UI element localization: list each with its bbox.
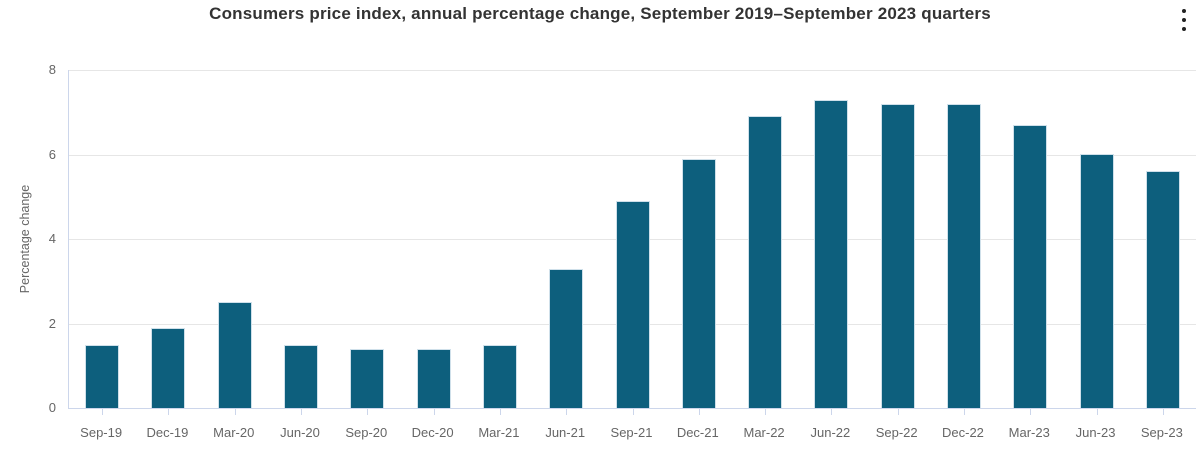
bar-sep-20[interactable] xyxy=(350,349,385,408)
x-tick-mark xyxy=(897,408,899,415)
y-axis-tick-label: 4 xyxy=(48,231,56,246)
chart-title: Consumers price index, annual percentage… xyxy=(209,4,991,23)
bar-mar-20[interactable] xyxy=(217,302,252,408)
bar-dec-19[interactable] xyxy=(151,328,186,408)
x-axis-label: Jun-20 xyxy=(280,425,320,440)
x-axis-label: Mar-21 xyxy=(478,425,520,440)
y-axis-tick-label: 6 xyxy=(48,146,56,162)
x-axis-label: Mar-23 xyxy=(1008,425,1050,440)
x-axis-label: Mar-20 xyxy=(213,425,255,440)
x-tick-mark xyxy=(1096,408,1098,415)
x-tick-mark xyxy=(367,408,369,415)
x-axis-label: Jun-21 xyxy=(545,425,586,440)
bar-dec-22[interactable] xyxy=(946,104,981,408)
x-axis-label: Dec-20 xyxy=(411,425,454,440)
x-tick-mark xyxy=(234,408,236,415)
x-axis-label: Sep-22 xyxy=(875,425,918,440)
plot-area xyxy=(68,70,1196,415)
bar-dec-21[interactable] xyxy=(681,159,716,408)
x-tick-mark xyxy=(1030,408,1032,415)
x-axis-label: Sep-21 xyxy=(610,425,653,440)
bar-jun-23[interactable] xyxy=(1079,154,1114,408)
bar-sep-19[interactable] xyxy=(85,345,120,408)
x-axis-label: Jun-23 xyxy=(1075,425,1116,440)
x-axis-label: Sep-19 xyxy=(80,425,123,440)
x-tick-mark xyxy=(499,408,501,415)
x-tick-mark xyxy=(433,408,435,415)
x-axis-label: Mar-22 xyxy=(743,425,785,440)
x-axis-label: Dec-21 xyxy=(676,425,719,440)
y-axis-tick-label: 0 xyxy=(48,400,56,415)
gridline-6 xyxy=(69,154,1196,156)
kebab-menu-icon[interactable] xyxy=(1174,6,1194,36)
x-tick-mark xyxy=(301,408,303,415)
x-tick-mark xyxy=(831,408,833,415)
kebab-dot xyxy=(1182,9,1186,13)
x-axis-label: Sep-20 xyxy=(345,425,388,440)
x-tick-mark xyxy=(963,408,965,415)
x-axis-label: Jun-22 xyxy=(810,425,851,440)
y-axis-tick-label: 2 xyxy=(48,315,56,331)
x-tick-mark xyxy=(698,408,700,415)
bar-jun-20[interactable] xyxy=(284,345,319,408)
bar-sep-22[interactable] xyxy=(880,104,915,408)
x-tick-mark xyxy=(168,408,170,415)
bar-mar-22[interactable] xyxy=(748,116,783,408)
x-tick-mark xyxy=(102,408,104,415)
x-tick-mark xyxy=(765,408,767,415)
x-tick-mark xyxy=(1162,408,1164,415)
bar-mar-21[interactable] xyxy=(482,345,517,408)
x-axis-label: Sep-23 xyxy=(1140,425,1183,440)
bar-mar-23[interactable] xyxy=(1013,125,1048,408)
kebab-dot xyxy=(1182,18,1186,22)
bar-jun-22[interactable] xyxy=(814,100,849,408)
x-tick-mark xyxy=(566,408,568,415)
bar-jun-21[interactable] xyxy=(549,269,584,408)
bar-sep-21[interactable] xyxy=(615,201,650,408)
x-axis-label: Dec-19 xyxy=(146,425,189,440)
bar-sep-23[interactable] xyxy=(1145,171,1180,408)
bar-dec-20[interactable] xyxy=(416,349,451,408)
y-axis-tick-label: 8 xyxy=(48,62,56,77)
kebab-dot xyxy=(1182,27,1186,31)
x-tick-mark xyxy=(632,408,634,415)
x-axis-label: Dec-22 xyxy=(942,425,984,440)
gridline-8 xyxy=(69,70,1196,71)
